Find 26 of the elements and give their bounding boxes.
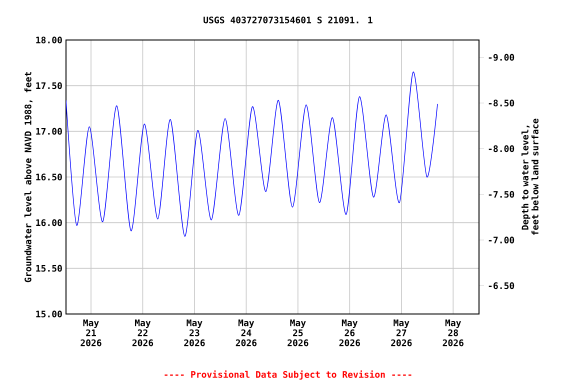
x-tick-label: May 25 2026 <box>288 320 308 346</box>
y2-tick-label: -7.00 <box>488 236 514 244</box>
x-tick-label: May 22 2026 <box>132 320 154 346</box>
x-tick-label: May 28 2026 <box>442 320 464 346</box>
y-tick-label: 16.50 <box>36 174 62 180</box>
y2-tick-label: -8.50 <box>488 100 514 106</box>
y-axis-title: Groundwater level above NAVD 1988, feet <box>24 72 33 282</box>
y-tick-label: 18.00 <box>36 36 62 44</box>
text: ---- Provisional Data Subject to Revision ---- <box>164 370 412 380</box>
x-tick-label: May 26 2026 <box>339 320 360 346</box>
y2-tick-label: -8.00 <box>488 145 514 152</box>
x-tick-label: May 27 2026 <box>391 320 412 346</box>
y-tick-label: 16.00 <box>36 219 62 226</box>
x-tick-label: May 23 2026 <box>184 320 205 346</box>
x-tick-label: May 24 2026 <box>236 320 257 346</box>
y2-axis-title: Depth to water level, feet below land surface <box>522 118 538 235</box>
y-tick-label: 17.00 <box>36 128 62 135</box>
y-tick-label: 15.50 <box>36 264 62 272</box>
y2-tick-label: -6.50 <box>488 282 514 290</box>
y-tick-label: 15.00 <box>36 310 62 318</box>
y-tick-label: 17.50 <box>36 82 62 90</box>
chart-title: USGS 403727073154601 S 21091. 1 <box>204 16 372 24</box>
y2-tick-label: -7.50 <box>488 190 514 198</box>
line-series <box>66 72 438 237</box>
y2-tick-label: -9.00 <box>488 54 514 61</box>
x-tick-label: May 21 2026 <box>80 320 102 346</box>
